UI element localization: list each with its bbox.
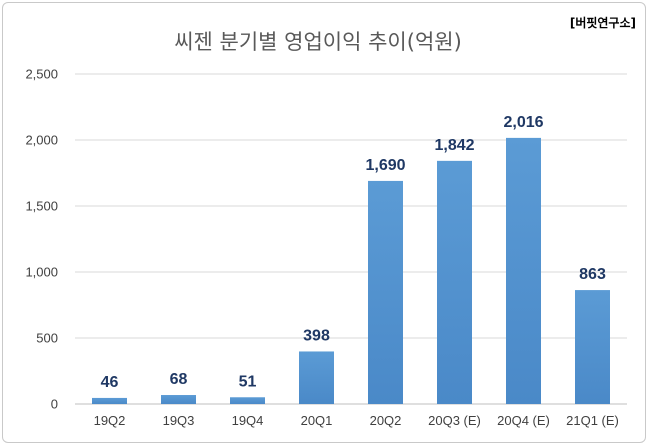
x-tick-label: 21Q1 (E) (566, 413, 619, 428)
data-label: 2,016 (503, 114, 543, 131)
data-label: 863 (579, 266, 606, 283)
y-tick-label: 500 (36, 331, 58, 346)
x-tick-label: 20Q4 (E) (497, 413, 550, 428)
data-label: 68 (170, 371, 188, 388)
y-axis-ticks: 0 500 1,000 1,500 2,000 2,500 (25, 67, 58, 412)
bar (437, 160, 472, 404)
data-label: 51 (239, 373, 257, 390)
chart-title: 씨젠 분기별 영업이익 추이(억원) (174, 30, 462, 54)
bar (92, 397, 127, 404)
y-tick-label: 2,000 (25, 133, 58, 148)
x-tick-label: 19Q2 (94, 413, 126, 428)
bar (368, 180, 403, 404)
bar (506, 137, 541, 404)
x-tick-label: 20Q1 (301, 413, 333, 428)
x-tick-label: 19Q4 (232, 413, 264, 428)
y-tick-label: 1,500 (25, 199, 58, 214)
source-label: [버핏연구소] (570, 15, 636, 30)
bar (230, 397, 265, 404)
bar (299, 351, 334, 404)
bar (161, 395, 196, 404)
x-tick-label: 20Q3 (E) (428, 413, 481, 428)
x-tick-label: 19Q3 (163, 413, 195, 428)
y-tick-label: 2,500 (25, 67, 58, 82)
y-tick-label: 0 (51, 397, 58, 412)
data-label: 46 (101, 374, 119, 391)
data-labels: 46 68 51 398 1,690 1,842 2,016 863 (101, 114, 606, 391)
bar (575, 290, 610, 404)
gridlines (75, 73, 627, 405)
x-tick-label: 20Q2 (370, 413, 402, 428)
x-axis-ticks: 19Q2 19Q3 19Q4 20Q1 20Q2 20Q3 (E) 20Q4 (E) 21Q1… (94, 413, 619, 428)
data-label: 1,690 (365, 157, 405, 174)
data-label: 1,842 (434, 137, 474, 154)
data-label: 398 (303, 327, 330, 344)
y-tick-label: 1,000 (25, 265, 58, 280)
bars (92, 137, 610, 404)
